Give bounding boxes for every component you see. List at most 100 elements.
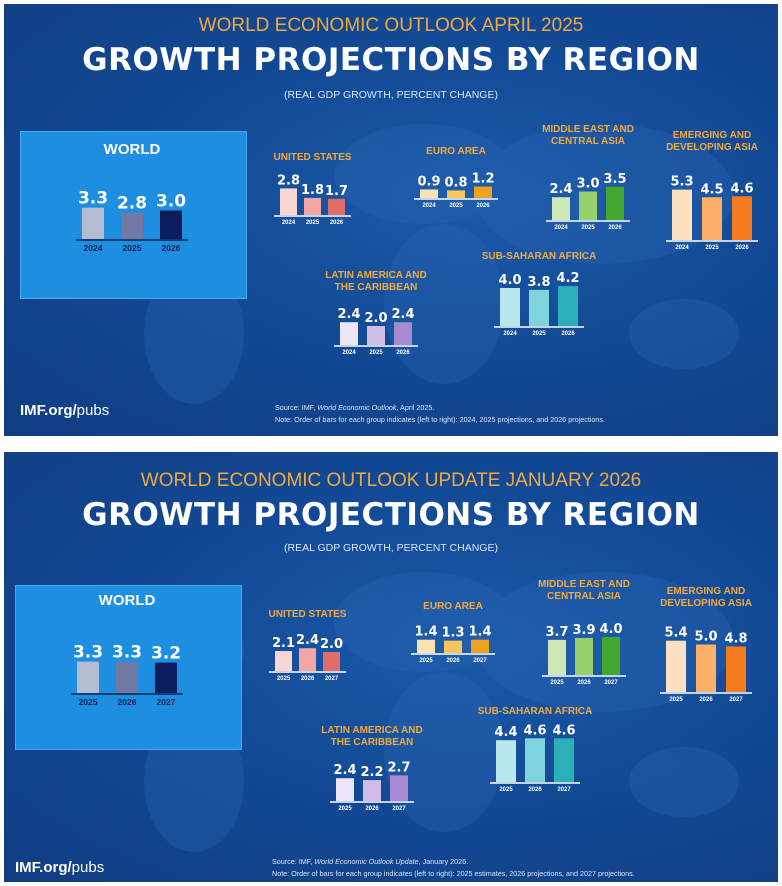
- bar-2024: [340, 322, 358, 345]
- bar-2024: [552, 197, 570, 220]
- bar-value-label: 2.4: [333, 763, 356, 778]
- year-label: 2027: [325, 676, 339, 682]
- group-title: WORLD: [104, 141, 161, 158]
- year-label: 2025: [669, 697, 683, 703]
- bar-value-label: 3.5: [603, 172, 626, 187]
- year-label: 2025: [123, 243, 142, 253]
- source-publication: World Economic Outlook Update: [314, 857, 419, 866]
- bar-2026: [606, 186, 624, 220]
- bar-2024: [82, 207, 104, 239]
- year-label: 2026: [301, 676, 315, 682]
- year-label: 2025: [705, 245, 719, 251]
- year-label: 2024: [282, 220, 296, 226]
- chart-group-euro-area: EURO AREA 0.9 2024 0.8 2025 1.2 2026: [414, 146, 498, 209]
- bar-2025: [496, 740, 516, 782]
- chart-group-united-states: UNITED STATES 2.8 2024 1.8 2025 1.7 2026: [274, 152, 352, 226]
- group-title: CENTRAL ASIA: [547, 591, 621, 602]
- bar-value-label: 3.0: [576, 177, 599, 192]
- bar-2026: [525, 738, 545, 782]
- chart-group-united-states: UNITED STATES 2.1 2025 2.4 2026 2.0 2027: [269, 609, 347, 682]
- bar-2026: [299, 648, 316, 671]
- group-title: EMERGING AND: [667, 586, 746, 597]
- bar-2026: [558, 286, 578, 326]
- bar-2025: [579, 191, 597, 220]
- imf-pubs-link[interactable]: IMF.org/pubs: [20, 402, 109, 419]
- bar-2027: [602, 637, 620, 675]
- bar-2025: [367, 326, 385, 345]
- chart-group-sub-saharan-africa: SUB-SAHARAN AFRICA 4.4 2025 4.6 2026 4.6 2027: [478, 706, 593, 793]
- year-label: 2024: [554, 225, 568, 231]
- bar-2027: [155, 662, 177, 693]
- bar-2025: [447, 190, 465, 198]
- bar-value-label: 4.5: [700, 182, 723, 197]
- bar-2025: [121, 212, 143, 239]
- bar-value-label: 2.7: [387, 760, 410, 775]
- infographic-panel-april-2025: WORLD ECONOMIC OUTLOOK APRIL 2025 GROWTH…: [4, 4, 778, 436]
- imf-domain: IMF.org/: [15, 859, 72, 876]
- bar-value-label: 4.2: [556, 271, 579, 286]
- year-label: 2024: [84, 243, 103, 253]
- group-title: LATIN AMERICA AND: [321, 725, 422, 736]
- chart-subtitle: (REAL GDP GROWTH, PERCENT CHANGE): [284, 89, 498, 101]
- bar-value-label: 2.4: [337, 307, 360, 322]
- chart-group-sub-saharan-africa: SUB-SAHARAN AFRICA 4.0 2024 3.8 2025 4.2 2026: [482, 251, 597, 337]
- bar-2026: [732, 196, 752, 240]
- imf-domain: IMF.org/: [20, 402, 77, 419]
- bar-value-label: 1.2: [471, 172, 494, 187]
- bar-value-label: 1.8: [301, 183, 324, 198]
- bar-value-label: 2.0: [364, 311, 387, 326]
- source-line: Source: IMF, World Economic Outlook Upda…: [272, 856, 635, 868]
- imf-pubs-link[interactable]: IMF.org/pubs: [15, 859, 104, 876]
- year-label: 2025: [306, 220, 320, 226]
- bar-2025: [666, 640, 686, 692]
- bar-value-label: 2.4: [391, 307, 414, 322]
- year-label: 2026: [608, 225, 622, 231]
- year-label: 2027: [157, 697, 176, 707]
- year-label: 2024: [675, 245, 689, 251]
- bar-value-label: 1.3: [441, 626, 464, 641]
- bar-value-label: 2.8: [117, 193, 147, 213]
- bar-value-label: 2.4: [549, 182, 572, 197]
- bar-value-label: 3.8: [527, 275, 550, 290]
- group-title: EMERGING AND: [673, 130, 752, 141]
- bar-charts-april-2025: WORLD 3.3 2024 2.8 2025 3.0 2026 UNITED STATES 2…: [76, 124, 758, 356]
- bar-value-label: 2.4: [296, 633, 319, 648]
- year-label: 2024: [503, 331, 517, 337]
- bar-2026: [444, 640, 462, 653]
- source-publication: World Economic Outlook: [317, 403, 397, 412]
- bar-value-label: 4.6: [523, 723, 546, 738]
- year-label: 2026: [396, 350, 410, 356]
- bar-value-label: 0.9: [417, 174, 440, 189]
- bar-value-label: 3.3: [73, 643, 103, 663]
- bar-value-label: 3.9: [572, 623, 595, 638]
- bar-2024: [672, 189, 692, 240]
- group-title: MIDDLE EAST AND: [538, 579, 630, 590]
- bar-value-label: 4.6: [552, 723, 575, 738]
- bar-2025: [548, 639, 566, 675]
- group-title: CENTRAL ASIA: [551, 136, 625, 147]
- order-note: Note: Order of bars for each group indic…: [272, 868, 635, 878]
- main-title: GROWTH PROJECTIONS BY REGION: [82, 42, 700, 78]
- group-title: EURO AREA: [426, 146, 486, 157]
- chart-group-world: WORLD 3.3 2024 2.8 2025 3.0 2026: [76, 141, 188, 253]
- bar-2025: [304, 197, 321, 215]
- year-label: 2024: [342, 350, 356, 356]
- source-prefix: Source: IMF,: [272, 857, 315, 866]
- year-label: 2026: [365, 806, 379, 812]
- bar-2026: [575, 637, 593, 675]
- year-label: 2026: [699, 697, 713, 703]
- chart-group-world: WORLD 3.3 2025 3.3 2026 3.2 2027: [71, 592, 183, 707]
- year-label: 2026: [735, 245, 749, 251]
- year-label: 2026: [561, 331, 575, 337]
- year-label: 2025: [581, 225, 595, 231]
- year-label: 2027: [392, 806, 406, 812]
- year-label: 2025: [550, 680, 564, 686]
- bar-2027: [471, 639, 489, 653]
- bar-2024: [280, 188, 297, 215]
- year-label: 2025: [277, 676, 291, 682]
- chart-subtitle: (REAL GDP GROWTH, PERCENT CHANGE): [284, 542, 498, 554]
- year-label: 2025: [338, 806, 352, 812]
- bar-2026: [116, 661, 138, 693]
